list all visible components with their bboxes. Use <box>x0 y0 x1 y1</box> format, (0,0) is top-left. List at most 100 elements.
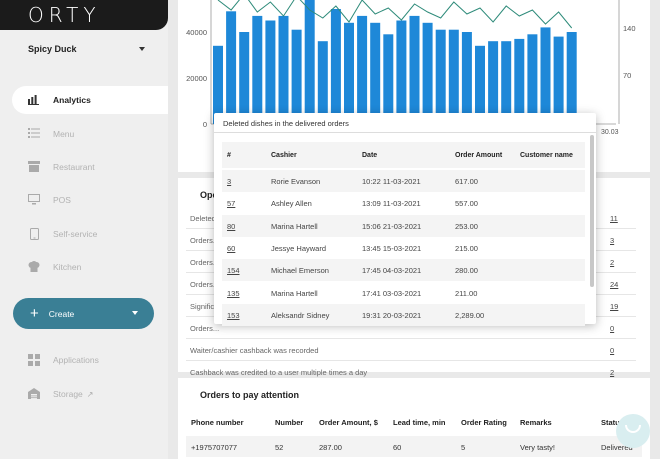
chevron-down-icon[interactable] <box>132 311 138 315</box>
column-header[interactable]: # <box>227 152 231 159</box>
column-header[interactable]: Phone number <box>191 418 244 427</box>
chart-bar[interactable] <box>383 34 394 124</box>
chart-bar[interactable] <box>213 45 223 124</box>
chart-bar[interactable] <box>409 15 420 124</box>
column-header[interactable]: Date <box>362 152 378 159</box>
order-id-link[interactable]: 80 <box>227 221 236 231</box>
chart-bar[interactable] <box>501 41 512 125</box>
table-cell: 10:22 11-03-2021 <box>362 177 421 186</box>
sidebar-item-analytics[interactable]: Analytics <box>12 86 168 114</box>
operation-count-link[interactable]: 0 <box>610 324 615 333</box>
chevron-down-icon[interactable] <box>139 47 145 51</box>
table-cell: Ashley Allen <box>271 199 312 209</box>
grid-icon <box>28 354 40 366</box>
table-cell: 617.00 <box>455 177 478 186</box>
order-id-link[interactable]: 135 <box>227 288 240 298</box>
table-row[interactable]: 154 Michael Emerson 17:45 04-03-2021 280.00 <box>222 259 585 282</box>
table-cell: 280.00 <box>455 266 478 276</box>
chart-bar[interactable] <box>514 38 525 124</box>
column-header[interactable]: Status <box>601 418 624 427</box>
operation-label: Waiter/cashier cashback was recorded <box>190 346 319 355</box>
sidebar-item-self-service[interactable]: Self-service <box>12 220 168 248</box>
table-row[interactable]: 153 Aleksandr Sidney 19:31 20-03-2021 2,289… <box>222 303 585 326</box>
sidebar-item-restaurant[interactable]: Restaurant <box>12 153 168 181</box>
restaurant-selector[interactable]: Spicy Duck <box>28 44 77 54</box>
table-row[interactable]: 57 Ashley Allen 13:09 11-03-2021 557.00 <box>222 192 585 214</box>
tablet-icon <box>28 228 40 240</box>
operation-count-link[interactable]: 19 <box>610 302 619 311</box>
chart-bar[interactable] <box>553 36 564 124</box>
chart-bar[interactable] <box>475 45 485 124</box>
scrollbar-thumb[interactable] <box>590 135 594 287</box>
sidebar-item-applications[interactable]: Applications <box>12 346 168 374</box>
column-header[interactable]: Cashier <box>271 152 297 159</box>
table-cell: 13:09 11-03-2021 <box>362 199 421 209</box>
operation-count-link[interactable]: 11 <box>610 214 618 223</box>
table-cell: 17:45 04-03-2021 <box>362 266 422 276</box>
table-row[interactable]: 80 Marina Hartell 15:06 21-03-2021 253.00 <box>222 214 585 237</box>
chart-bar[interactable] <box>226 11 237 124</box>
chart-bar[interactable] <box>435 29 446 125</box>
sidebar-item-pos[interactable]: POS <box>12 186 168 214</box>
column-header[interactable]: Order Amount, $ <box>319 418 378 427</box>
column-header[interactable]: Remarks <box>520 418 552 427</box>
order-id-link[interactable]: 153 <box>227 310 240 320</box>
bar-chart-icon <box>28 94 40 106</box>
operation-count-link[interactable]: 2 <box>610 368 615 377</box>
store-icon <box>28 161 40 173</box>
chart-bar[interactable] <box>566 32 577 124</box>
chart-bar[interactable] <box>330 9 341 124</box>
operations-row[interactable]: Orders... 0 <box>186 318 636 339</box>
table-row[interactable]: 60 Jessye Hayward 13:45 15-03-2021 215.00 <box>222 237 585 259</box>
operation-count-link[interactable]: 3 <box>610 236 615 245</box>
chart-bar[interactable] <box>344 22 354 124</box>
chart-bar[interactable] <box>461 32 472 124</box>
order-id-link[interactable]: 60 <box>227 243 236 253</box>
chart-bar[interactable] <box>540 27 551 124</box>
chart-bar[interactable] <box>422 22 433 124</box>
table-cell: 19:31 20-03-2021 <box>362 310 422 320</box>
column-header[interactable]: Order Amount <box>455 152 503 159</box>
chart-bar[interactable] <box>265 20 276 125</box>
order-id-link[interactable]: 3 <box>227 177 232 186</box>
sidebar-item-kitchen[interactable]: Kitchen <box>12 253 168 281</box>
operation-count-link[interactable]: 24 <box>610 280 619 289</box>
chart-bar[interactable] <box>488 41 499 125</box>
chart-bar[interactable] <box>239 32 250 124</box>
chart-bar[interactable] <box>304 0 315 124</box>
chart-bar[interactable] <box>291 29 302 125</box>
table-row[interactable] <box>186 436 642 457</box>
x-tick-label: 30.03 <box>601 129 619 136</box>
operations-row[interactable]: Waiter/cashier cashback was recorded 0 <box>186 340 636 361</box>
sidebar-item-menu[interactable]: Menu <box>12 120 168 148</box>
chart-bar[interactable] <box>278 15 289 124</box>
table-cell: 2,289.00 <box>455 310 485 320</box>
sidebar-item-storage[interactable]: Storage ↗ <box>12 380 168 408</box>
create-button[interactable]: + Create <box>13 298 154 329</box>
order-id-link[interactable]: 57 <box>227 199 236 209</box>
app-logo[interactable]: ORTY <box>28 3 101 27</box>
column-header[interactable]: Number <box>275 418 304 427</box>
operation-count-link[interactable]: 0 <box>610 346 615 355</box>
table-row[interactable]: 3 Rorie Evanson 10:22 11-03-2021 617.00 <box>222 170 585 192</box>
operation-label: Orders... <box>190 236 220 245</box>
column-header[interactable]: Lead time, min <box>393 418 446 427</box>
column-header[interactable]: Order Rating <box>461 418 507 427</box>
order-id-link[interactable]: 154 <box>227 266 240 276</box>
y-tick-label: 20000 <box>186 74 207 83</box>
table-cell: 5 <box>461 443 466 452</box>
chart-bar[interactable] <box>317 41 328 125</box>
operation-count-link[interactable]: 2 <box>610 258 615 267</box>
chart-bar[interactable] <box>252 15 263 124</box>
chart-bar[interactable] <box>396 20 407 125</box>
chart-bar[interactable] <box>527 34 538 124</box>
chart-bar[interactable] <box>370 22 381 124</box>
operation-label: Cashback was credited to a user multiple… <box>190 368 368 377</box>
y-tick-label-right: 70 <box>623 71 631 80</box>
column-header[interactable]: Customer name <box>520 152 573 159</box>
y-tick-label-right: 140 <box>623 24 636 33</box>
chart-bar[interactable] <box>357 15 368 124</box>
chat-widget-button[interactable] <box>616 414 650 448</box>
chart-bar[interactable] <box>448 29 459 125</box>
table-row[interactable]: 135 Marina Hartell 17:41 03-03-2021 211.00 <box>222 282 585 304</box>
